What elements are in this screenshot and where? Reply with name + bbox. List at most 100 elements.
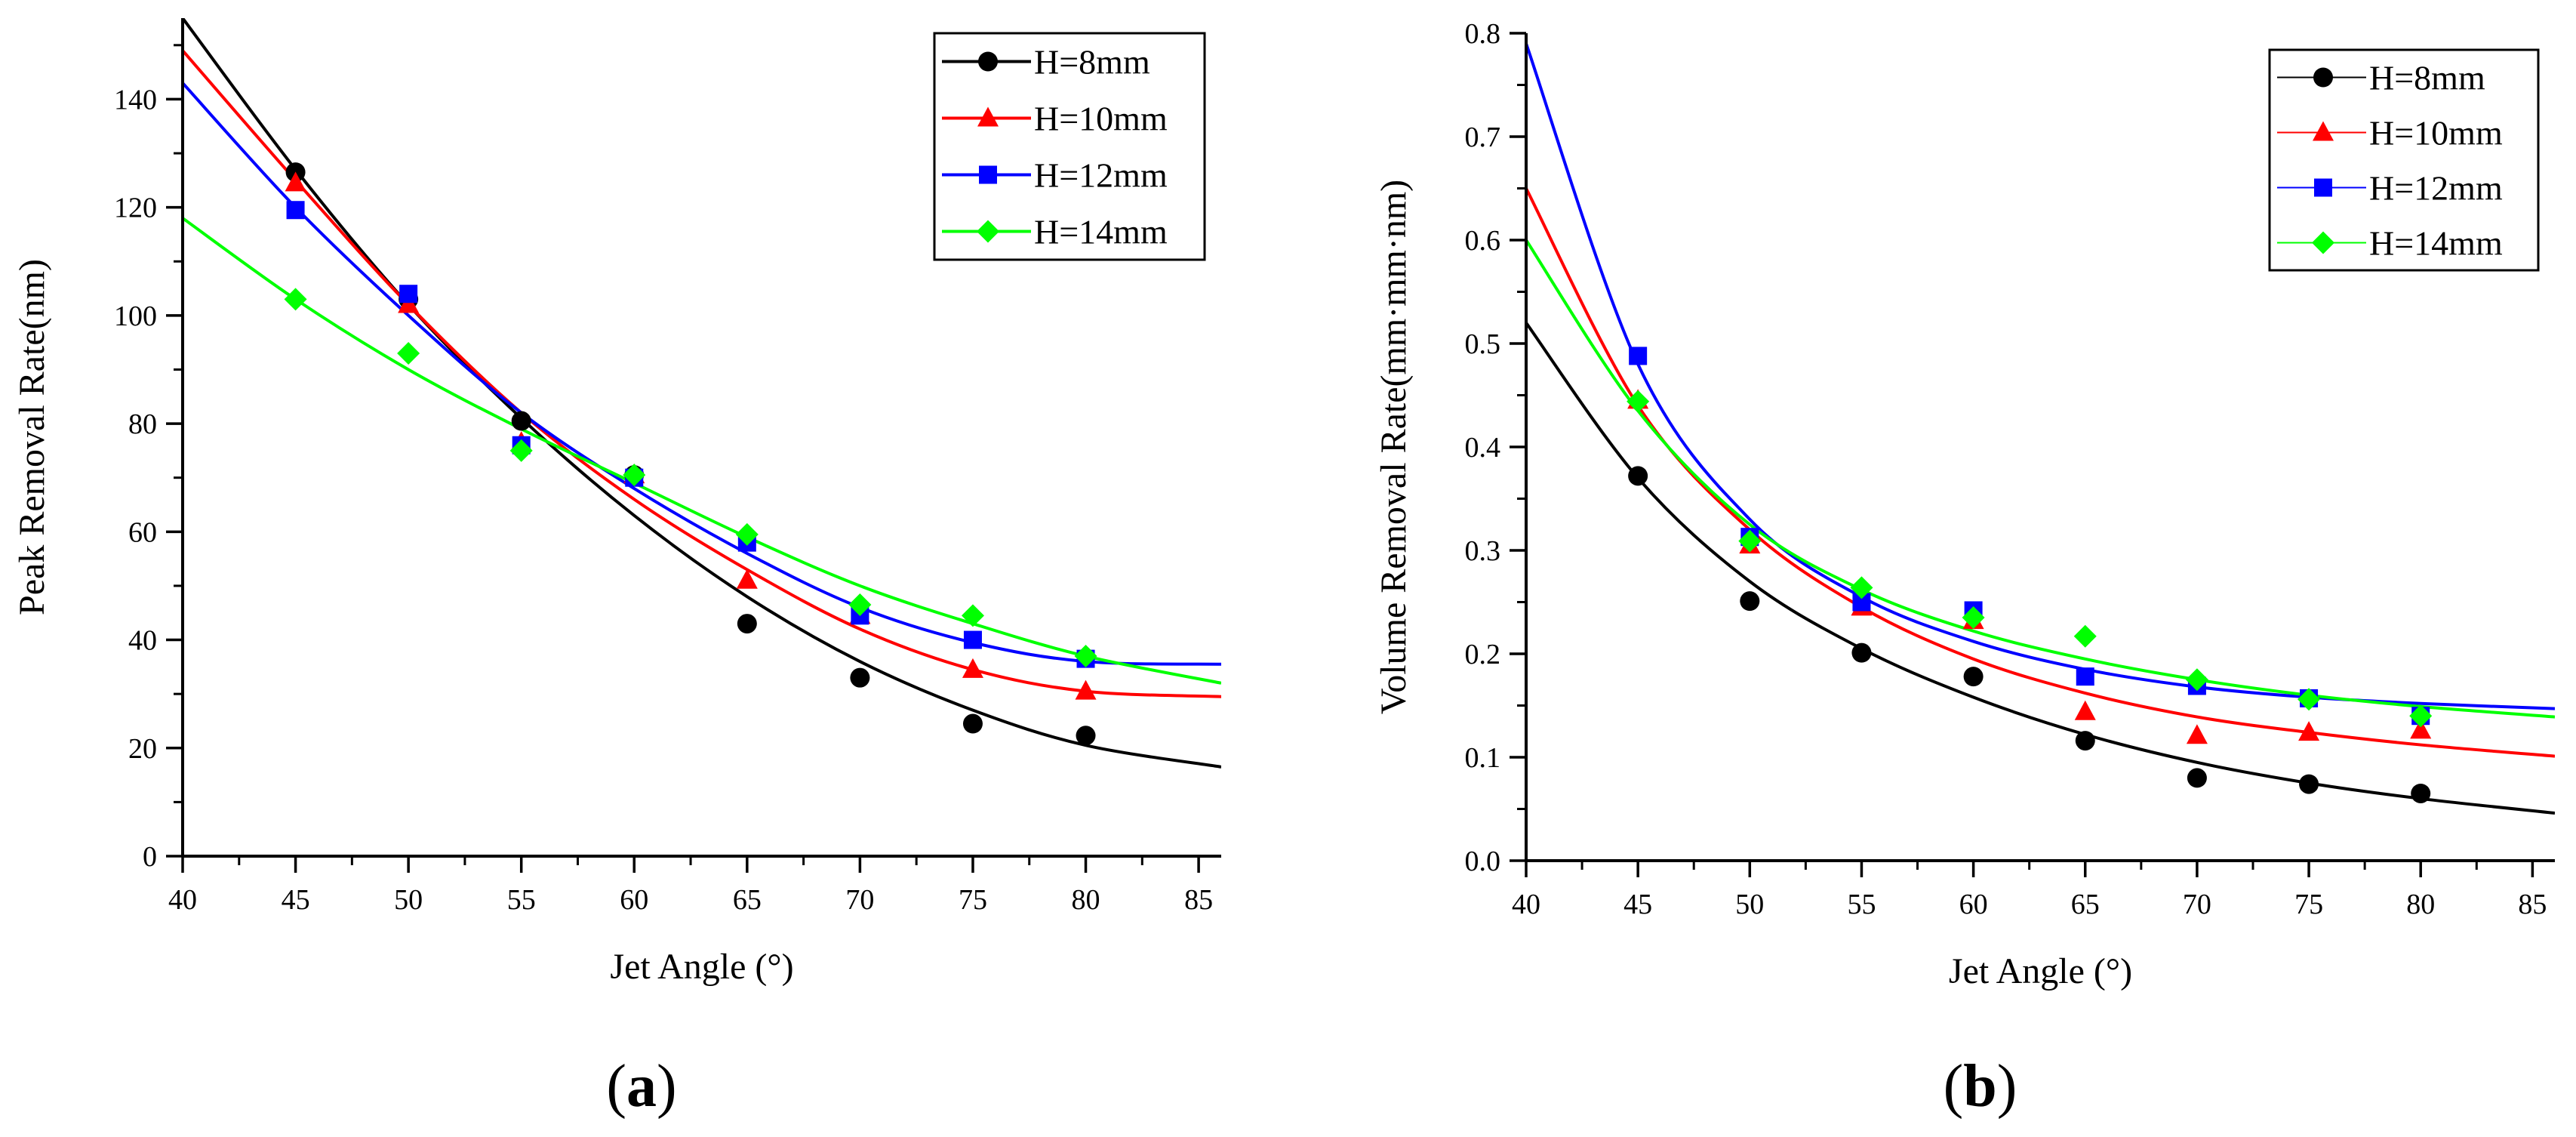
fit-curve-square [183, 82, 1221, 666]
y-tick-label: 0.1 [1465, 742, 1501, 774]
legend-marker-circle [978, 51, 998, 72]
y-tick-label: 0.8 [1465, 18, 1501, 50]
data-point-square [2076, 667, 2094, 686]
data-point-diamond [1850, 576, 1873, 599]
data-point-circle [511, 411, 531, 431]
fit-curve-circle [1526, 322, 2555, 815]
y-tick-label: 0.7 [1465, 122, 1501, 153]
x-tick-label: 65 [2071, 889, 2100, 920]
x-tick-label: 70 [845, 884, 874, 916]
y-tick-label: 0.5 [1465, 328, 1501, 360]
data-point-triangle [2410, 719, 2432, 739]
data-point-square [399, 285, 418, 304]
legend-marker-square [979, 165, 997, 184]
panel-label-open: ( [1944, 1053, 1964, 1120]
y-tick-label: 120 [114, 193, 157, 224]
data-point-triangle [962, 658, 983, 678]
data-point-diamond [1627, 390, 1650, 413]
legend-marker-square [2314, 178, 2332, 197]
data-point-diamond [2185, 668, 2208, 692]
data-point-circle [1851, 642, 1872, 663]
x-tick-label: 75 [959, 884, 987, 916]
data-point-triangle [1075, 679, 1097, 700]
y-tick-label: 100 [114, 300, 157, 332]
data-point-diamond [284, 288, 307, 311]
legend-label: H=10mm [1034, 100, 1168, 138]
y-tick-label: 60 [128, 516, 157, 548]
data-point-circle [1740, 591, 1760, 612]
data-point-diamond [2409, 704, 2433, 728]
legend-label: H=8mm [2369, 59, 2485, 97]
x-tick-label: 70 [2183, 889, 2211, 920]
legend-label: H=8mm [1034, 43, 1150, 82]
y-tick-label: 20 [128, 733, 157, 765]
data-point-square [286, 201, 305, 220]
x-tick-label: 50 [1735, 889, 1764, 920]
x-tick-label: 60 [620, 884, 648, 916]
legend-marker-diamond [977, 220, 999, 243]
chart-panel-a: 40 45 50 55 60 65 70 75 80 85 0 20 40 60 80 100 120 140 Je… [12, 18, 1221, 1120]
data-point-triangle [736, 568, 758, 589]
legend-marker-circle [2313, 67, 2333, 88]
legend-box [933, 32, 1206, 261]
y-tick-label: 40 [128, 625, 157, 657]
y-tick-label: 0.3 [1465, 535, 1501, 567]
y-tick-label: 80 [128, 408, 157, 440]
legend-label: H=10mm [2369, 114, 2503, 153]
data-point-square [963, 630, 982, 649]
x-tick-label: 80 [2406, 889, 2435, 920]
fit-curve-circle [183, 18, 1221, 769]
data-point-diamond [1074, 645, 1097, 668]
x-tick-label: 55 [1847, 889, 1876, 920]
panel-label: (a) [606, 1053, 676, 1120]
x-tick-label: 40 [1512, 889, 1540, 920]
legend-label: H=12mm [2369, 169, 2503, 208]
data-point-diamond [623, 464, 646, 487]
data-point-circle [2187, 768, 2207, 788]
x-tick-label: 55 [507, 884, 536, 916]
fit-curve-diamond [183, 217, 1221, 685]
panel-label: (b) [1944, 1053, 2017, 1120]
data-point-square [1629, 347, 1648, 365]
fit-curve-triangle [1526, 187, 2555, 758]
y-axis-title: Peak Removal Rate(nm) [12, 259, 52, 615]
legend-marker-diamond [2312, 231, 2334, 254]
x-tick-label: 45 [1623, 889, 1652, 920]
data-point-circle [850, 667, 870, 688]
legend-label: H=14mm [1034, 213, 1168, 251]
y-tick-label: 0.4 [1465, 432, 1501, 464]
data-point-diamond [397, 342, 420, 365]
x-tick-label: 85 [1184, 884, 1213, 916]
data-point-circle [2411, 783, 2431, 803]
x-axis-title: Jet Angle (°) [610, 947, 793, 987]
legend: H=8mm H=10mm H=12mm H=14mm [933, 32, 1206, 261]
data-point-circle [737, 614, 757, 634]
chart-panel-b: 40 45 50 55 60 65 70 75 80 85 0.0 0.1 0.2 0.3 0.4 0.5 0.… [1374, 18, 2555, 1120]
x-tick-label: 50 [394, 884, 423, 916]
x-tick-label: 60 [1959, 889, 1988, 920]
y-tick-label: 0.0 [1465, 846, 1501, 877]
data-point-circle [962, 713, 983, 734]
y-tick-label: 140 [114, 84, 157, 116]
legend: H=8mm H=10mm H=12mm H=14mm [2268, 48, 2540, 272]
x-tick-label: 85 [2518, 889, 2547, 920]
y-tick-label: 0.2 [1465, 639, 1501, 670]
data-point-diamond [735, 522, 759, 546]
x-tick-label: 80 [1072, 884, 1100, 916]
data-point-diamond [848, 593, 872, 616]
fit-curve-diamond [1526, 239, 2555, 719]
panel-label-letter: b [1963, 1053, 1997, 1120]
x-tick-label: 65 [733, 884, 762, 916]
data-point-triangle [398, 293, 420, 313]
legend-marker-triangle [2313, 121, 2334, 141]
data-point-triangle [285, 171, 306, 192]
data-point-circle [1076, 726, 1096, 746]
legend-box [2268, 48, 2540, 272]
y-axis-title: Volume Removal Rate(mm·mm·nm) [1374, 180, 1414, 714]
data-point-triangle [2186, 724, 2208, 744]
data-point-circle [1628, 466, 1648, 486]
data-point-diamond [1962, 606, 1985, 630]
x-axis-title: Jet Angle (°) [1949, 951, 2132, 991]
panel-label-letter: a [626, 1053, 657, 1120]
data-point-diamond [961, 604, 984, 627]
